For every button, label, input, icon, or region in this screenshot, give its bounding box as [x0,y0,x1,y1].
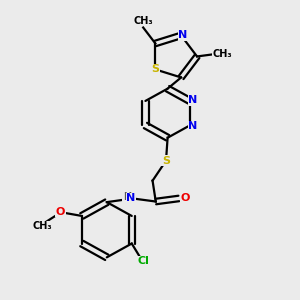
Text: Cl: Cl [138,256,150,266]
Text: N: N [188,121,198,131]
Text: S: S [162,156,170,166]
Text: N: N [127,194,136,203]
Text: O: O [181,194,190,203]
Text: O: O [56,207,65,217]
Text: S: S [152,64,159,74]
Text: CH₃: CH₃ [32,221,52,231]
Text: N: N [178,31,187,40]
Text: CH₃: CH₃ [134,16,153,26]
Text: H: H [123,192,131,202]
Text: N: N [188,95,198,105]
Text: CH₃: CH₃ [213,49,232,59]
